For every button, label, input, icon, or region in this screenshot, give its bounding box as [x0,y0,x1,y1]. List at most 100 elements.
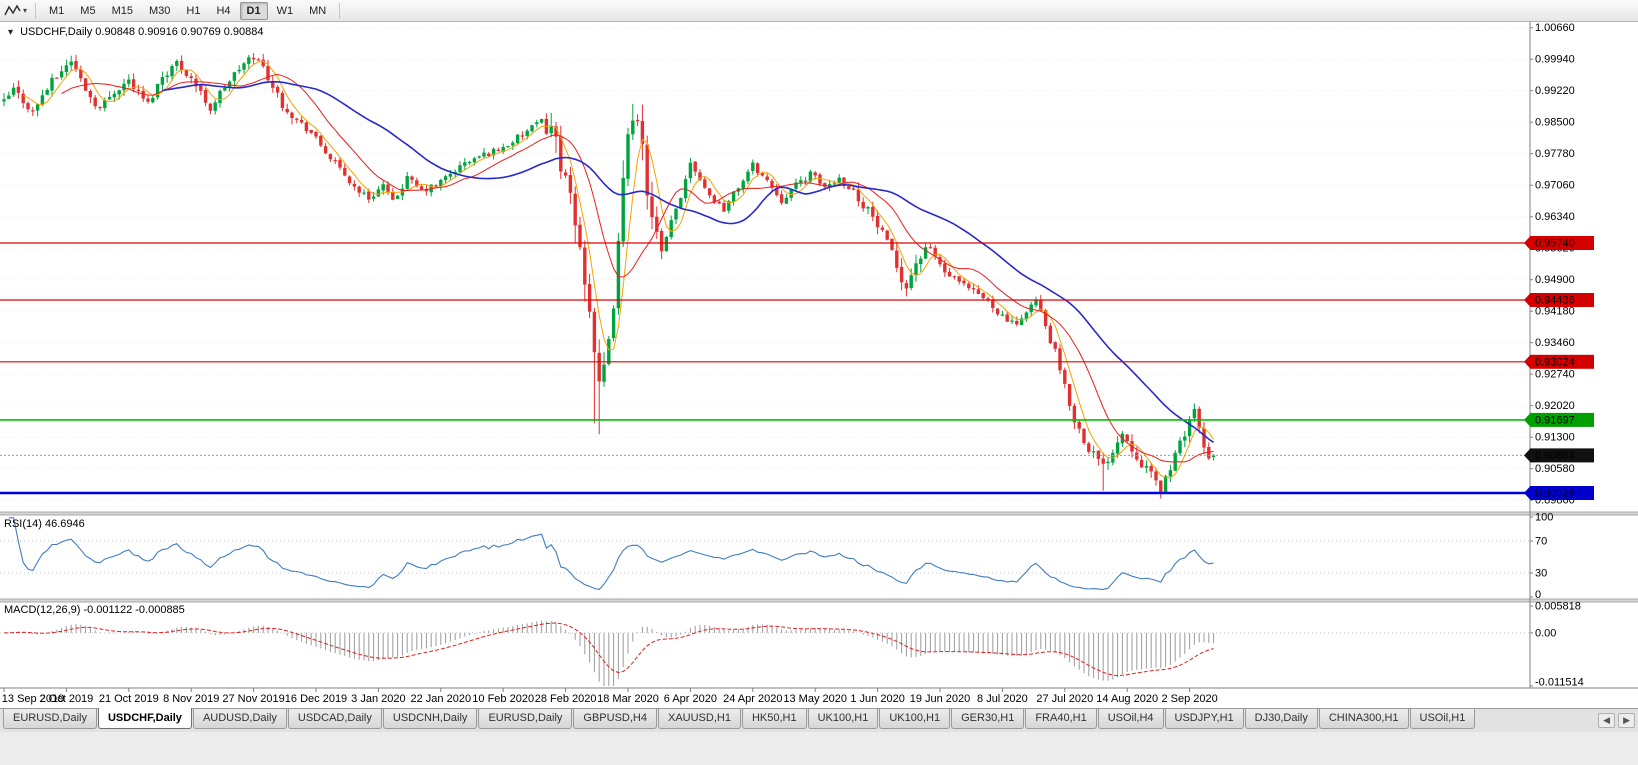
price-axis-label: 0.92740 [1535,369,1575,381]
price-axis-label: 0.97780 [1535,148,1575,160]
date-axis-label: 3 Jan 2020 [351,693,405,705]
date-axis-label: 28 Feb 2020 [535,693,597,705]
tab-usdjpy-h1[interactable]: USDJPY,H1 [1164,709,1244,729]
tab-fra40-h1[interactable]: FRA40,H1 [1025,709,1097,729]
tab-usdcad-daily[interactable]: USDCAD,Daily [287,709,382,729]
price-tag-0.95740: 0.95740 [1524,236,1594,250]
chart-window[interactable]: 1.00660 0.99940 0.99220 0.98500 0.97780 0.970… [0,22,1638,708]
ma-5-line [23,60,1215,479]
macd-axis-label: -0.011514 [1535,677,1584,689]
ma-13-line [61,73,1214,463]
date-axis-label: 18 Mar 2020 [597,693,659,705]
macd-signal-line [3,622,1214,677]
price-tag-0.91697: 0.91697 [1524,412,1594,427]
price-tag-0.90026: 0.90026 [1524,486,1594,500]
price-axis-label: 0.92020 [1535,400,1575,412]
price-tag-0.93024: 0.93024 [1524,354,1594,369]
rsi-axis-label: 70 [1535,536,1547,548]
date-axis-label: 14 Aug 2020 [1096,693,1158,705]
price-axis-label: 0.99940 [1535,54,1575,66]
price-axis-label: 1.00660 [1535,22,1575,34]
date-axis-label: 10 Feb 2020 [472,693,534,705]
ma-34-line [162,80,1215,444]
price-tag-0.94436-text: 0.94436 [1535,295,1575,307]
macd-axis-label: 0.005818 [1535,601,1581,613]
tab-scroll-left-button[interactable]: ◀ [1598,713,1616,728]
tab-hk50-h1[interactable]: HK50,H1 [741,709,807,729]
timeframe-button-d1[interactable]: D1 [239,1,268,20]
draw-tool-icon[interactable] [4,4,22,18]
date-axis-label: 8 Nov 2019 [163,693,219,705]
price-axis-label: 0.98500 [1535,117,1575,129]
tab-ger30-h1[interactable]: GER30,H1 [951,709,1025,729]
price-axis-label: 0.94180 [1535,306,1575,318]
tab-scroll-right-button[interactable]: ▶ [1618,713,1635,728]
current-price-tag: 0.90884 [1524,448,1594,463]
tab-xauusd-h1[interactable]: XAUUSD,H1 [657,709,741,729]
toolbar-separator [35,2,37,19]
price-tag-0.93024-text: 0.93024 [1535,356,1575,368]
tab-usdcnh-daily[interactable]: USDCNH,Daily [382,709,478,729]
chart-canvas[interactable]: 1.00660 0.99940 0.99220 0.98500 0.97780 0.970… [0,22,1638,708]
date-axis-label: 22 Jan 2020 [411,693,472,705]
toolbar-separator [339,2,341,19]
tab-audusd-daily[interactable]: AUDUSD,Daily [192,709,287,729]
date-axis-label: 8 Jul 2020 [977,693,1028,705]
timeframe-button-w1[interactable]: W1 [276,4,294,17]
tab-usoil-h4[interactable]: USOil,H4 [1097,709,1164,729]
timeframe-button-h4[interactable]: H4 [216,4,231,17]
tab-eurusd-daily[interactable]: EURUSD,Daily [478,709,573,729]
tab-china300-h1[interactable]: CHINA300,H1 [1318,709,1409,729]
rsi-axis-label: 30 [1535,568,1547,580]
date-axis-label: 13 May 2020 [783,693,847,705]
timeframe-button-m15[interactable]: M15 [111,4,133,17]
tab-eurusd-daily[interactable]: EURUSD,Daily [3,709,97,729]
chart-tabbar: EURUSD,Daily USDCHF,Daily AUDUSD,Daily USDC… [0,708,1638,732]
price-axis-label: 0.94900 [1535,274,1575,286]
date-axis-label: 6 Apr 2020 [664,693,717,705]
tab-usoil-h1[interactable]: USOil,H1 [1409,709,1476,729]
tab-usdchf-daily[interactable]: USDCHF,Daily [97,708,192,729]
price-axis-label: 0.96340 [1535,211,1575,223]
timeframe-button-m30[interactable]: M30 [148,4,171,17]
macd-axis-label: 0.00 [1535,627,1556,639]
tab-uk100-h1[interactable]: UK100,H1 [807,709,879,729]
timeframe-button-h1[interactable]: H1 [186,4,201,17]
price-tag-0.95740-text: 0.95740 [1535,238,1575,250]
rsi-axis-label: 100 [1535,512,1553,524]
date-axis-label: 1 Jun 2020 [850,693,904,705]
draw-tool-caret-icon[interactable]: ▾ [23,6,28,15]
date-axis-label: 19 Jun 2020 [910,693,971,705]
price-tag-0.94436: 0.94436 [1524,293,1594,307]
timeframe-button-m1[interactable]: M1 [49,4,65,17]
bottom-strip [0,732,1638,765]
date-axis-label: 16 Dec 2019 [285,693,347,705]
date-axis-label: 24 Apr 2020 [723,693,782,705]
price-axis-label: 0.93460 [1535,337,1575,349]
current-price-tag-text: 0.90884 [1535,450,1575,462]
rsi-axis-label: 0 [1535,589,1541,601]
timeframe-toolbar: ▾ M1 M5 M15 M30 H1 H4 D1 W1 MN [0,0,1638,22]
tab-dj30-daily[interactable]: DJ30,Daily [1244,709,1318,729]
timeframe-button-m5[interactable]: M5 [80,4,96,17]
price-tag-0.91697-text: 0.91697 [1535,414,1575,426]
tab-scroll-controls: ◀ ▶ [1598,709,1635,728]
tab-uk100-h1[interactable]: UK100,H1 [879,709,951,729]
date-axis-label: 27 Nov 2019 [222,693,284,705]
date-axis-label: 21 Oct 2019 [99,693,159,705]
price-axis-label: 0.97060 [1535,180,1575,192]
date-axis-label: 2 Oct 2019 [39,693,93,705]
price-axis-label: 0.91300 [1535,432,1575,444]
tab-gbpusd-h4[interactable]: GBPUSD,H4 [573,709,657,729]
rsi-line [8,517,1214,591]
date-axis-label: 2 Sep 2020 [1161,693,1217,705]
price-tag-0.90026-text: 0.90026 [1535,488,1575,500]
price-axis-label: 0.99220 [1535,85,1575,97]
date-axis-label: 13 Sep 2019 [2,693,64,705]
date-axis-label: 27 Jul 2020 [1036,693,1093,705]
timeframe-button-mn[interactable]: MN [309,4,327,17]
timeframe-buttons: M1 M5 M15 M30 H1 H4 D1 W1 MN [41,1,334,20]
price-axis-label: 0.90580 [1535,463,1575,475]
chart-tabs: EURUSD,Daily USDCHF,Daily AUDUSD,Daily USDC… [3,708,1476,730]
